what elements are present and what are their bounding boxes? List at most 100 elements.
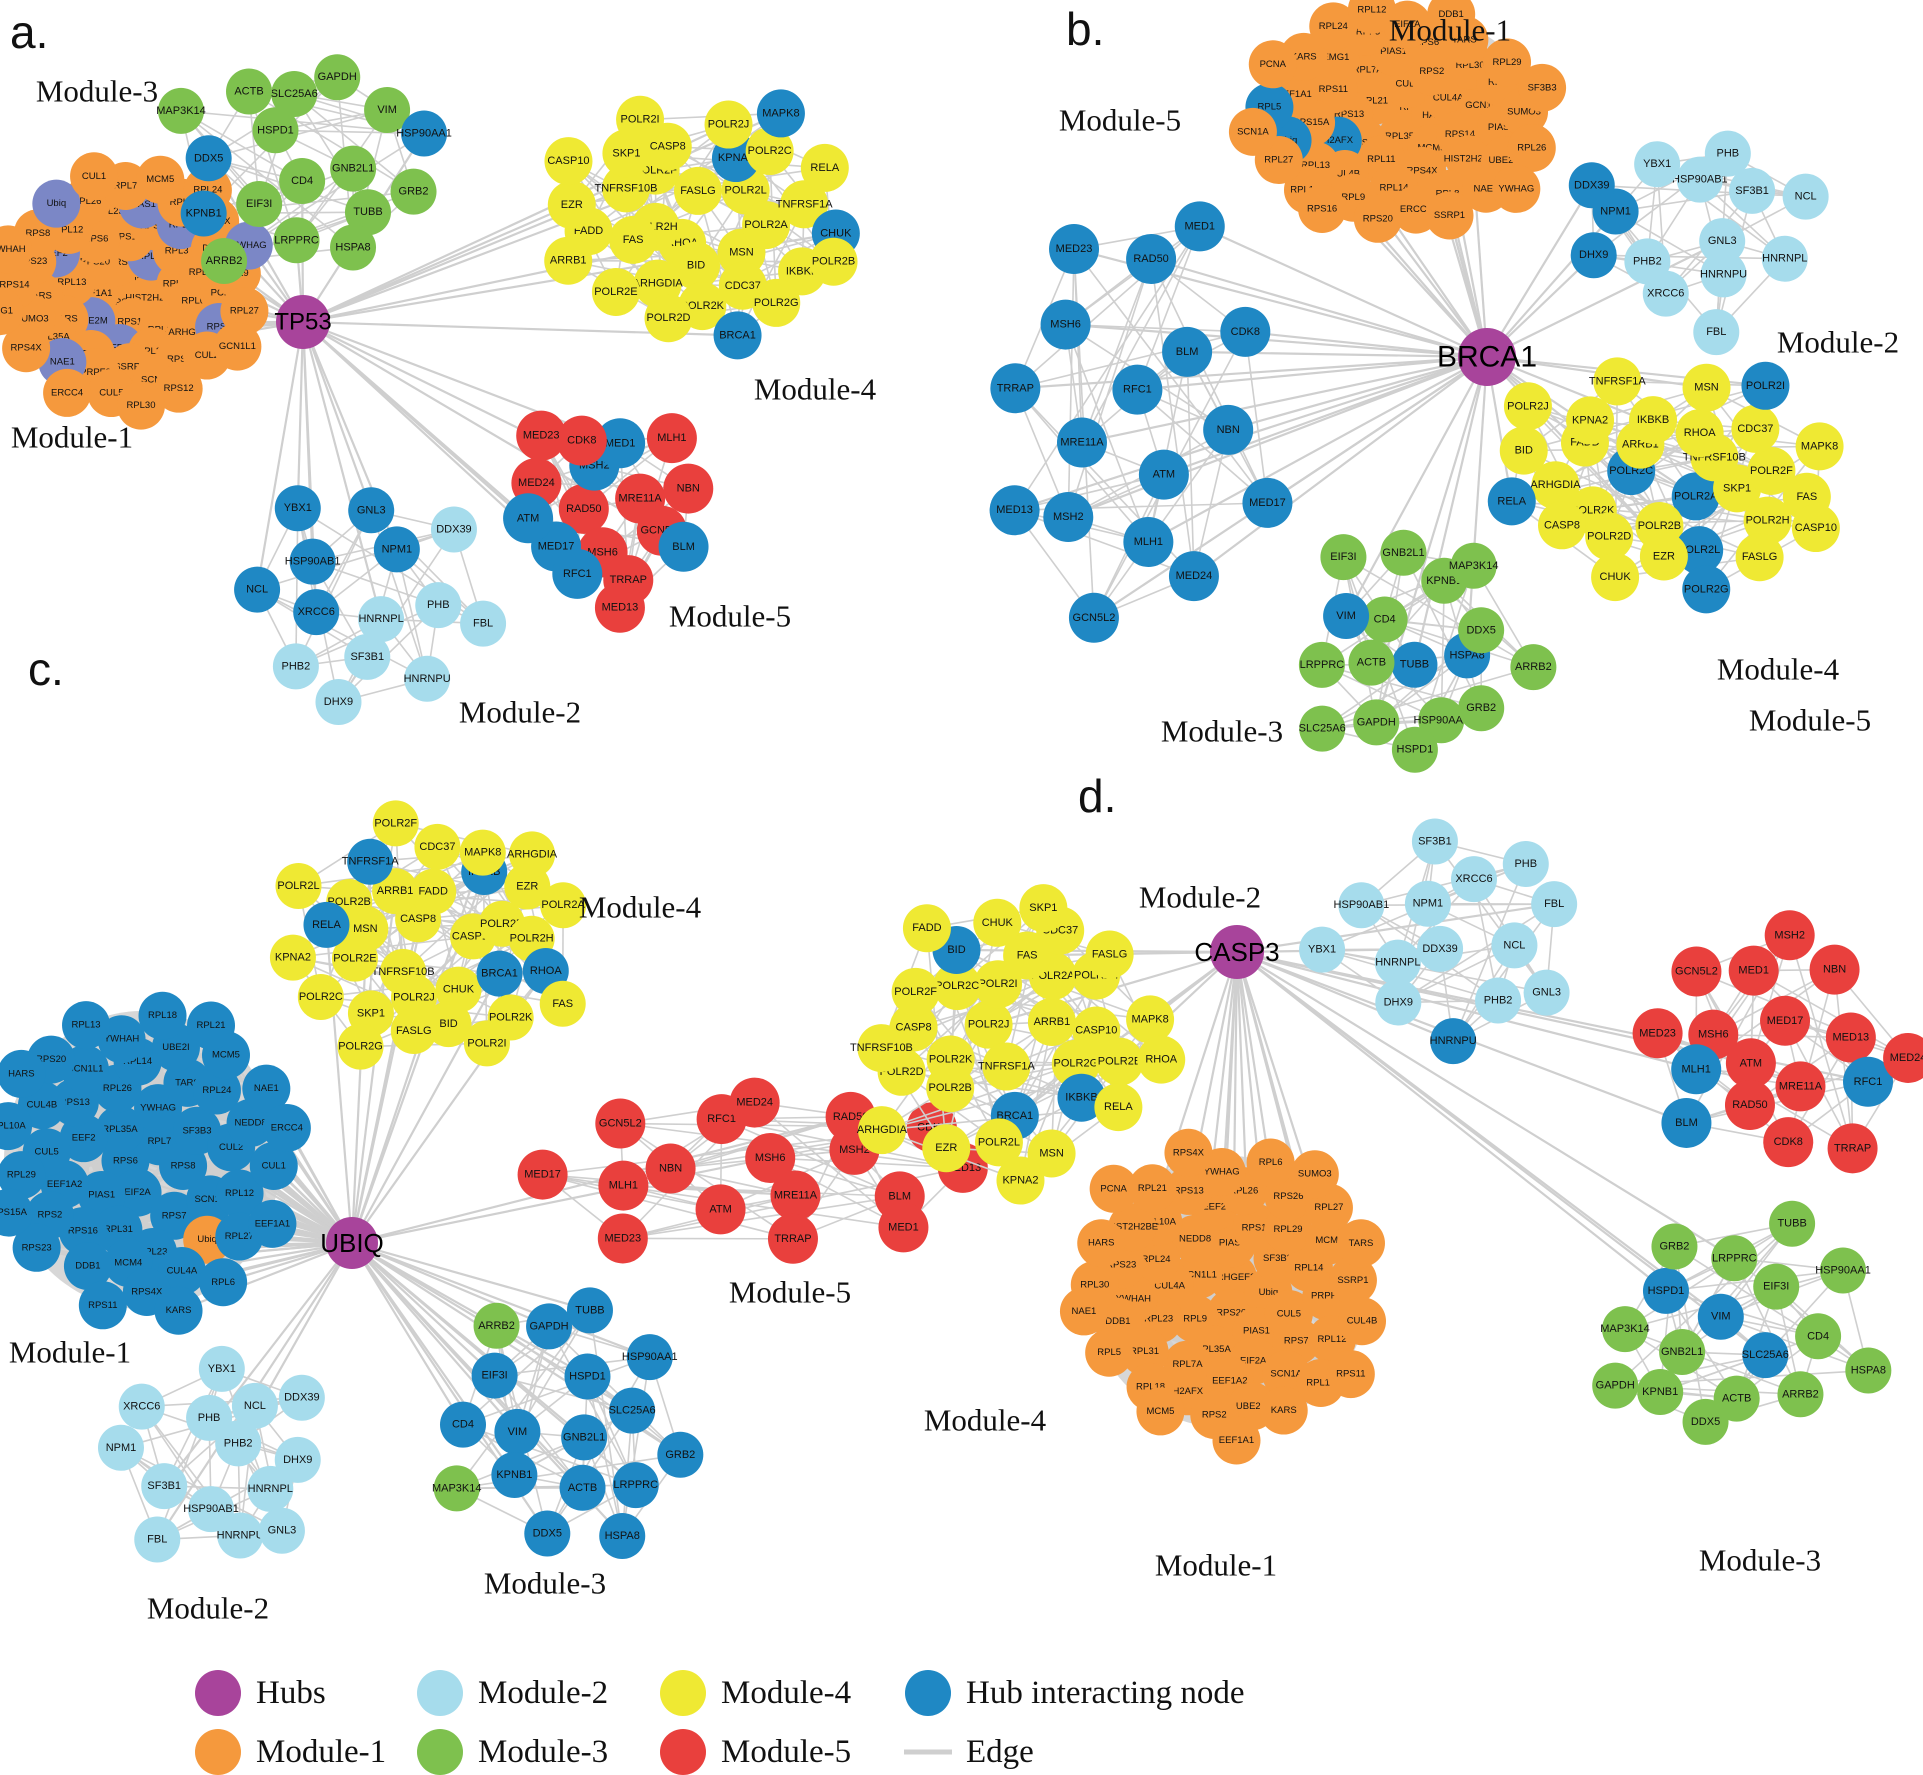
node-label: GRB2 [665,1449,695,1461]
node-label: POLR2H [1746,515,1790,527]
node-RELA [1094,1083,1143,1132]
node-CHUK [973,898,1022,947]
node-label: KPNB1 [186,207,222,219]
edge [1136,226,1201,390]
node-label: SF3B1 [147,1480,181,1492]
node-label: RPS14 [0,279,30,290]
node-label: HSP90AA1 [1413,714,1469,726]
node-label: RPS7 [162,1210,187,1221]
node-label: RELA [1497,495,1526,507]
node-POLR2A [540,882,587,929]
node-HNRNPL [1374,939,1421,986]
node-PHB [415,582,462,629]
node-label: RPL29 [7,1170,36,1181]
nodes-layer-c: RPS6 RPL7 EIF2A RPL35A RPS8 PIAS1 YWHAG RPS7 EEF… [0,643,988,1626]
node-MRE11A [1775,1061,1826,1112]
node-label: DDB1 [1105,1316,1130,1327]
node-SF3B1 [141,1463,188,1510]
node-GAPDH [1353,699,1400,746]
node-MSH6 [745,1132,796,1183]
node-label: GCN5L2 [599,1117,642,1129]
node-POLR2E [1095,1037,1144,1086]
node-EIF3I [471,1352,518,1399]
edge [881,1062,1077,1131]
edge [180,110,298,241]
node-MLH1 [1671,1044,1722,1095]
node-SSRP1 [1425,191,1474,240]
node-CDK8 [1220,306,1271,357]
node-label: POLR2E [1098,1056,1141,1068]
node-MED23 [1632,1008,1683,1059]
node-label: RPS7 [1284,1336,1309,1347]
node-label: PIAS1 [1380,46,1407,57]
edge [1081,258,1152,443]
node-label: VIM [1336,610,1356,622]
node-POLR2G [752,278,801,327]
node-label: MAP3K14 [156,105,206,117]
node-label: POLR2J [708,119,750,131]
node-CUL4B [1338,1297,1387,1346]
node-label: MSH6 [587,546,618,558]
node-label: MRE11A [774,1190,818,1202]
node-label: BLM [1675,1117,1698,1129]
node-ARRB2 [1777,1371,1824,1418]
node-label: PIAS2 [1488,122,1515,133]
node-ARRB1 [1027,997,1076,1046]
node-FBL [1531,881,1578,928]
node-TUBB [1391,641,1438,688]
node-MED13 [1825,1012,1876,1063]
node-POLR2F [1747,446,1796,495]
node-label: RAD50 [1732,1099,1767,1111]
node-label: BID [1515,445,1533,457]
node-label: POLR2L [277,880,319,892]
hub-edge [351,1156,771,1245]
node-label: RPL10A [0,1121,26,1132]
node-GAPDH [314,54,361,101]
node-label: CASP10 [547,155,589,167]
node-label: MLH1 [609,1180,638,1192]
node-label: CDK8 [567,435,596,447]
node-label: GCN5L2 [1675,965,1718,977]
node-label: PHB [1514,858,1537,870]
node-label: CHUK [443,984,475,996]
node-KARS [1259,1386,1308,1435]
node-label: LRPPRC [1712,1252,1757,1264]
node-CUL4A [157,1247,206,1296]
node-label: PHB2 [224,1437,253,1449]
node-label: EMG1 [1322,52,1349,63]
node-GNB2L1 [1380,529,1427,576]
edge [1343,556,1534,668]
node-label: ARRB2 [1515,661,1552,673]
node-label: RPL9 [1183,1313,1207,1324]
edge [1624,1223,1793,1330]
node-label: POLR2L [978,1136,1020,1148]
node-label: CUL4B [1347,1316,1378,1327]
node-label: CUL5 [35,1147,59,1158]
node-label: POLR2J [968,1019,1010,1031]
edge [1452,903,1555,1042]
node-RFC1 [1112,364,1163,415]
node-label: NCL [244,1400,266,1412]
node-YWHAH [0,225,32,274]
node-HSP90AA1 [1418,697,1465,744]
node-POLR2A [742,201,791,250]
hub-edge [1486,184,1593,358]
node-label: NBN [677,483,700,495]
node-RHOA [1137,1035,1186,1084]
node-label: MLH1 [1134,536,1163,548]
node-label: MCM5 [1418,143,1446,154]
node-label: RHOA [530,965,562,977]
node-HSP90AA1 [626,1334,673,1381]
node-label: HNRNPL [248,1483,293,1495]
node-label: EZR [561,199,583,211]
node-label: RPL6 [181,296,205,307]
node-label: RPL10A [1141,1216,1177,1227]
node-IKBKB [1629,396,1678,445]
node-label: SUMO3 [15,313,49,324]
node-label: POLR2C [935,980,979,992]
node-label: RPS2 [1202,1409,1227,1420]
node-label: BLM [1176,346,1199,358]
node-label: CDC37 [1737,423,1773,435]
edge [1150,258,1195,577]
hub-edge [302,321,529,520]
